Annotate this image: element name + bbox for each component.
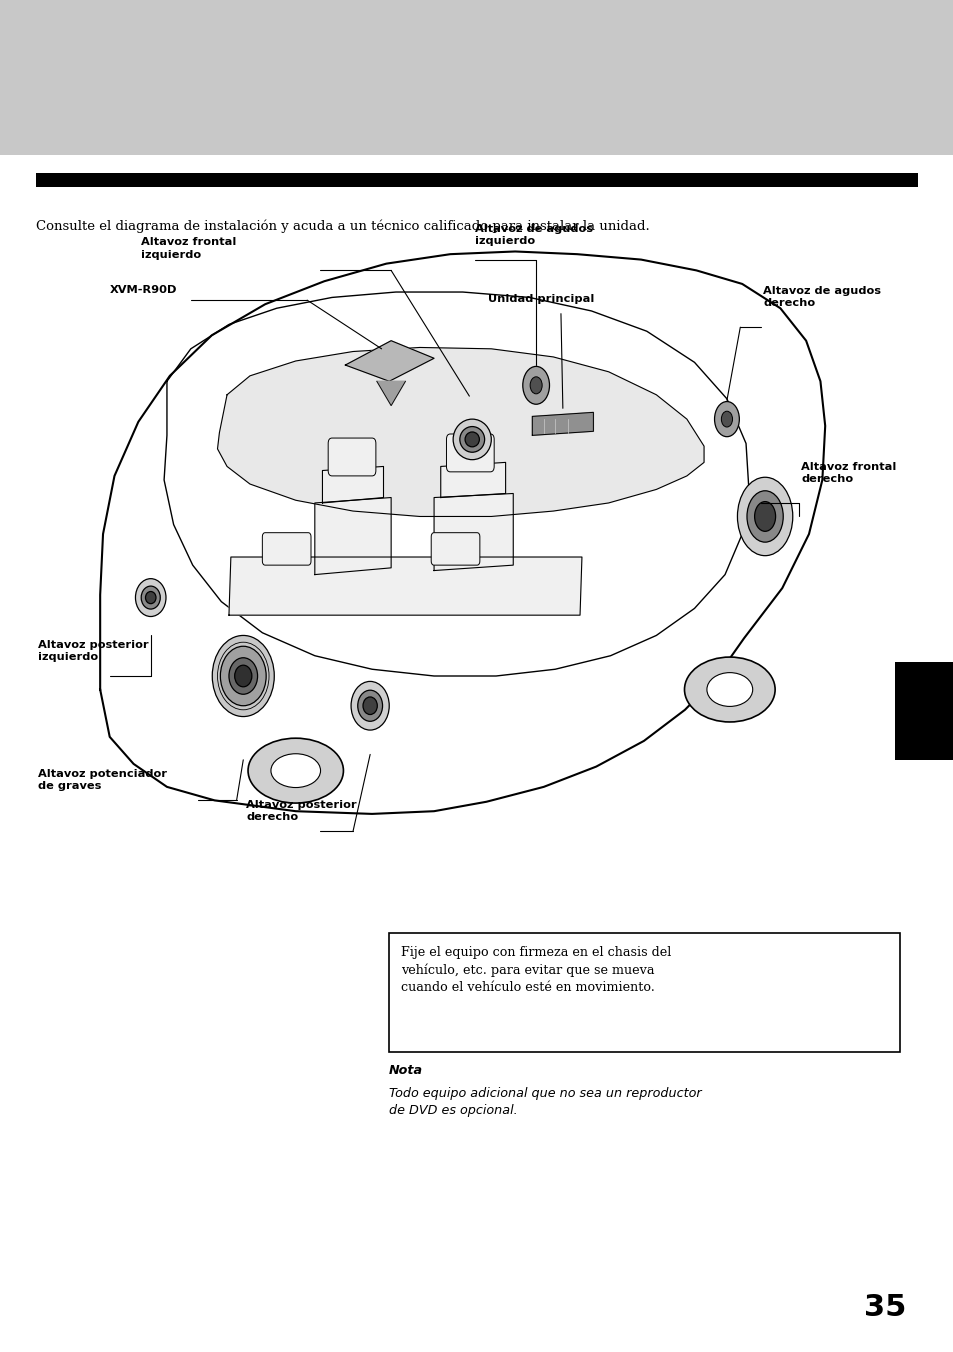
FancyBboxPatch shape [328,438,375,476]
Polygon shape [434,493,513,571]
Ellipse shape [351,681,389,730]
Ellipse shape [357,690,382,722]
Text: Todo equipo adicional que no sea un reproductor
de DVD es opcional.: Todo equipo adicional que no sea un repr… [389,1087,701,1117]
Ellipse shape [141,587,160,608]
Bar [894,662,953,760]
FancyBboxPatch shape [446,434,494,472]
Ellipse shape [248,738,343,803]
Ellipse shape [754,502,775,531]
Bar [0,0,953,155]
Ellipse shape [683,657,774,722]
Text: Altavoz posterior
derecho: Altavoz posterior derecho [246,799,356,822]
Text: XVM-R90D: XVM-R90D [110,285,177,295]
Polygon shape [100,251,824,814]
Circle shape [714,402,739,437]
Ellipse shape [234,665,252,687]
Text: Altavoz frontal
izquierdo: Altavoz frontal izquierdo [141,237,236,260]
Ellipse shape [363,698,376,714]
Text: Unidad principal: Unidad principal [488,295,595,304]
Ellipse shape [737,477,792,556]
Polygon shape [314,498,391,575]
Ellipse shape [453,419,491,460]
Polygon shape [217,347,703,516]
Polygon shape [440,462,505,498]
Circle shape [530,377,541,393]
Text: Fije el equipo con firmeza en el chasis del
vehículo, etc. para evitar que se mu: Fije el equipo con firmeza en el chasis … [400,946,670,994]
Polygon shape [376,381,405,406]
Polygon shape [532,412,593,435]
Ellipse shape [271,754,320,787]
Ellipse shape [465,433,479,448]
Ellipse shape [459,427,484,452]
Circle shape [720,411,732,427]
Text: Altavoz de agudos
izquierdo: Altavoz de agudos izquierdo [475,223,593,246]
Text: Altavoz de agudos
derecho: Altavoz de agudos derecho [762,285,881,308]
Text: 35: 35 [863,1294,905,1322]
Text: Altavoz frontal
derecho: Altavoz frontal derecho [801,461,896,484]
Polygon shape [229,557,581,615]
Text: Nota: Nota [389,1064,423,1078]
Polygon shape [345,341,434,381]
Ellipse shape [145,592,155,603]
Text: Altavoz potenciador
de graves: Altavoz potenciador de graves [38,768,167,791]
Ellipse shape [220,646,266,706]
Ellipse shape [746,491,782,542]
Ellipse shape [706,673,752,707]
Ellipse shape [212,635,274,717]
Ellipse shape [135,579,166,617]
FancyBboxPatch shape [262,533,311,565]
Polygon shape [322,466,383,503]
Text: Consulte el diagrama de instalación y acuda a un técnico calificado para instala: Consulte el diagrama de instalación y ac… [36,219,649,233]
Circle shape [522,366,549,404]
FancyBboxPatch shape [431,533,479,565]
Bar [389,933,899,1052]
Ellipse shape [229,658,257,695]
Text: Altavoz posterior
izquierdo: Altavoz posterior izquierdo [38,639,149,662]
Bar [36,173,917,187]
